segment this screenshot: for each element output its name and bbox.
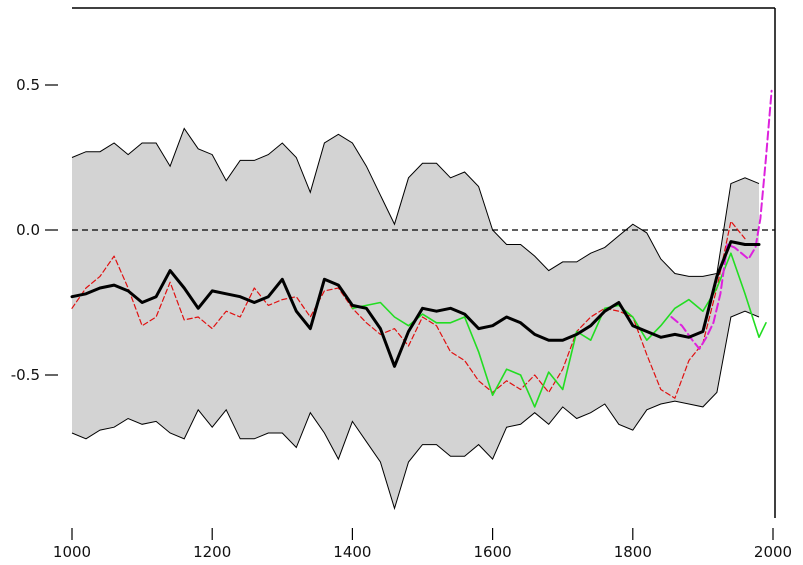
y-tick-label-0: 0.5	[16, 76, 40, 94]
y-tick-label-1: 0.0	[16, 221, 40, 239]
x-tick-label-1800: 1800	[614, 543, 652, 561]
x-tick-label-1400: 1400	[333, 543, 371, 561]
x-tick-label-1600: 1600	[474, 543, 512, 561]
x-tick-label-1000: 1000	[53, 543, 91, 561]
y-tick-label-2: -0.5	[11, 366, 40, 384]
x-tick-label-2000: 2000	[754, 543, 792, 561]
x-tick-label-1200: 1200	[193, 543, 231, 561]
